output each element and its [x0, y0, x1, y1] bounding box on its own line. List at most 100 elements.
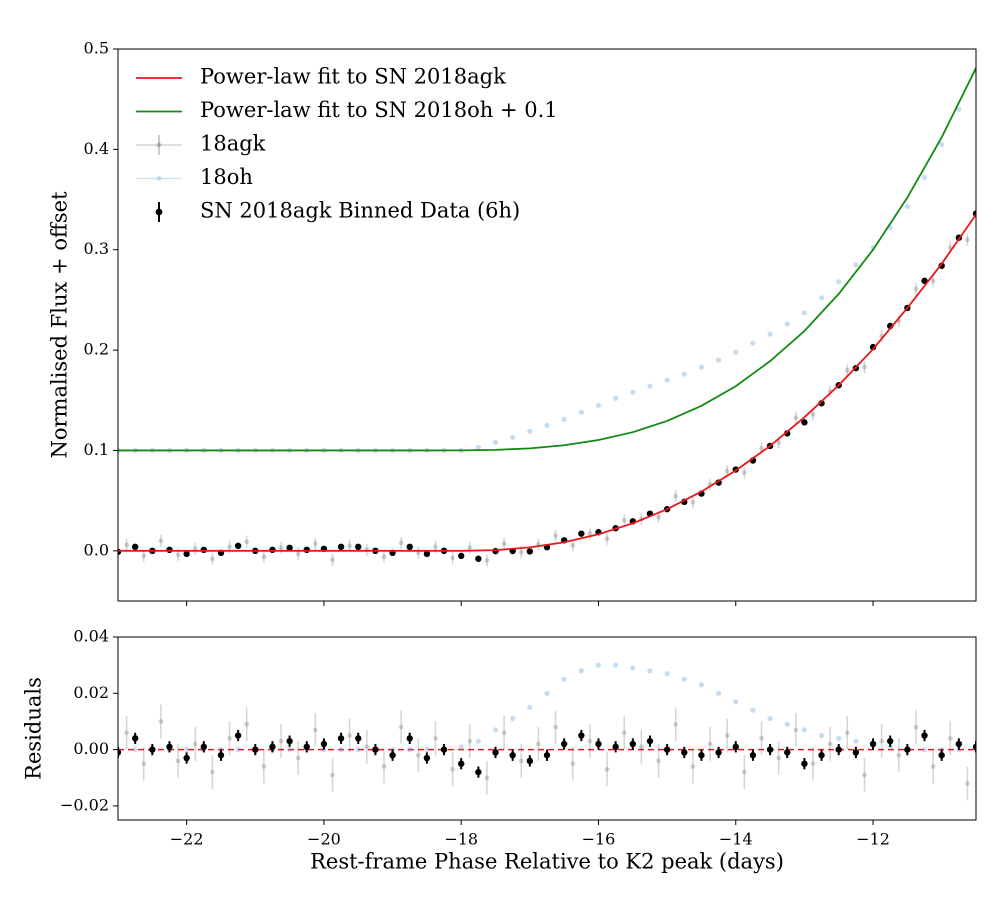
y-axis-label: Normalised Flux + offset	[48, 191, 72, 459]
data-point	[492, 749, 499, 756]
data-point	[398, 724, 404, 730]
data-point	[896, 752, 902, 758]
data-point	[938, 262, 945, 269]
data-point	[440, 746, 448, 753]
axes-frame	[117, 636, 977, 821]
data-point	[424, 747, 430, 753]
data-point	[337, 543, 345, 551]
data-point	[433, 735, 438, 741]
data-point	[337, 735, 345, 742]
data-point	[561, 676, 567, 682]
data-point	[184, 747, 190, 753]
data-point	[578, 732, 585, 739]
data-point	[947, 735, 953, 741]
data-point	[955, 740, 963, 748]
data-point	[543, 752, 551, 759]
data-point	[544, 422, 550, 428]
data-point	[647, 668, 653, 674]
data-point	[475, 738, 481, 744]
data-point	[810, 761, 816, 767]
data-point	[629, 740, 636, 748]
data-point	[183, 550, 190, 558]
data-point	[801, 419, 808, 426]
data-point	[492, 727, 499, 733]
data-point	[131, 735, 139, 742]
y-tick-label: 0.5	[84, 39, 109, 58]
data-point	[904, 746, 911, 753]
data-point	[560, 740, 568, 748]
data-point	[244, 539, 250, 545]
data-point	[209, 556, 215, 562]
data-point	[630, 389, 636, 395]
data-point	[578, 530, 585, 537]
data-point	[286, 544, 293, 552]
data-point	[801, 760, 808, 767]
data-point	[784, 430, 791, 437]
y-tick-label: 0.4	[84, 139, 109, 158]
data-point	[741, 769, 747, 775]
data-point	[433, 544, 438, 550]
data-point	[355, 543, 362, 551]
data-point	[269, 546, 276, 554]
data-point	[578, 409, 584, 415]
data-point	[604, 766, 610, 772]
data-point	[587, 738, 593, 744]
y-tick-label: 0.04	[73, 627, 109, 646]
data-point	[406, 735, 413, 742]
data-point	[158, 719, 164, 724]
data-point	[578, 668, 584, 674]
data-point	[656, 758, 661, 764]
data-point	[131, 543, 139, 551]
data-point	[853, 262, 859, 268]
data-point	[930, 278, 936, 284]
data-point	[750, 340, 756, 346]
data-point	[450, 555, 456, 561]
data-point	[767, 716, 773, 722]
data-point	[862, 364, 867, 370]
data-point	[869, 740, 877, 748]
data-point	[681, 371, 687, 377]
data-point	[141, 553, 147, 559]
data-point	[836, 279, 842, 285]
data-point	[844, 367, 850, 373]
data-point	[200, 743, 207, 750]
data-point	[372, 746, 379, 753]
data-point	[475, 555, 482, 562]
data-point	[638, 744, 644, 750]
data-point	[183, 754, 190, 762]
data-point	[698, 364, 705, 370]
axes-frame	[117, 48, 977, 602]
data-point	[776, 440, 782, 445]
data-point	[166, 546, 173, 554]
data-point	[741, 470, 747, 475]
data-point	[904, 203, 910, 210]
data-point	[209, 769, 215, 775]
data-point	[303, 546, 310, 554]
data-point	[621, 517, 627, 523]
data-point	[553, 533, 558, 539]
data-point	[175, 758, 181, 764]
data-point	[518, 758, 524, 764]
data-point	[492, 439, 499, 446]
data-point	[612, 743, 619, 750]
data-point	[244, 721, 250, 727]
data-point	[716, 357, 722, 363]
data-point	[510, 716, 516, 722]
data-point	[166, 743, 173, 750]
data-point	[234, 732, 242, 739]
data-point	[338, 747, 344, 753]
data-point	[621, 730, 627, 736]
data-point	[887, 744, 893, 750]
data-point	[715, 749, 722, 756]
data-point	[921, 732, 928, 739]
data-point	[664, 671, 670, 677]
data-point	[261, 764, 267, 769]
data-point	[595, 402, 602, 408]
legend-swatch	[156, 142, 162, 148]
data-point	[776, 755, 782, 761]
data-point	[862, 772, 867, 778]
data-point	[767, 331, 773, 337]
data-point	[750, 707, 756, 713]
data-point	[303, 743, 310, 750]
